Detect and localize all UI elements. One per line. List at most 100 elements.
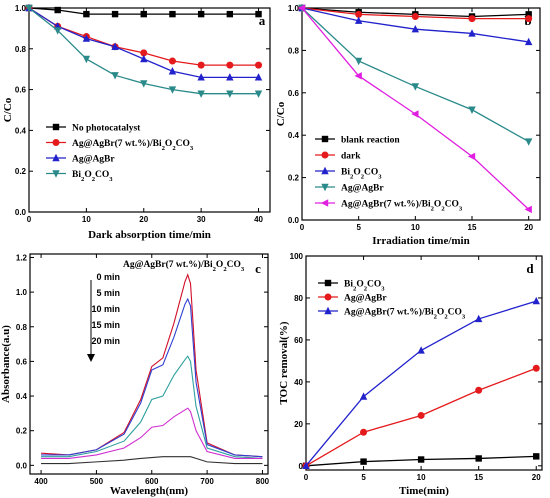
data-point bbox=[475, 386, 483, 394]
legend-marker bbox=[52, 123, 60, 131]
x-axis-label: Time(min) bbox=[399, 485, 449, 497]
y-tick-label: 1.0 bbox=[15, 4, 27, 13]
x-tick-label: 20 bbox=[532, 473, 541, 482]
y-tick-label: 1.2 bbox=[16, 253, 28, 262]
data-point bbox=[226, 90, 234, 98]
y-tick-label: 0.6 bbox=[16, 357, 28, 366]
data-point bbox=[417, 411, 425, 419]
series-line bbox=[41, 355, 263, 459]
data-point bbox=[525, 11, 532, 18]
series-line bbox=[41, 273, 263, 458]
data-point bbox=[168, 67, 177, 75]
y-tick-label: 60 bbox=[294, 336, 303, 345]
series-line bbox=[41, 407, 263, 459]
series-line bbox=[305, 300, 537, 467]
x-tick-label: 500 bbox=[90, 477, 104, 486]
data-point bbox=[532, 364, 540, 372]
legend-label: Ag@AgBr(7 wt.%)/Bi2O2CO3 bbox=[341, 199, 463, 213]
legend-marker bbox=[52, 170, 60, 178]
data-point bbox=[82, 34, 91, 42]
x-tick-label: 10 bbox=[411, 223, 420, 232]
x-tick-label: 15 bbox=[468, 223, 477, 232]
data-point bbox=[360, 428, 368, 436]
legend-marker bbox=[320, 199, 329, 207]
x-tick-label: 600 bbox=[145, 477, 159, 486]
panel-tag: c bbox=[255, 261, 261, 276]
x-tick-label: 5 bbox=[361, 473, 366, 482]
x-tick-label: 800 bbox=[256, 477, 270, 486]
data-point bbox=[411, 110, 419, 118]
data-point bbox=[226, 73, 234, 81]
legend-label: Bi2O2CO3 bbox=[341, 168, 382, 181]
legend-marker bbox=[52, 153, 60, 162]
legend-marker bbox=[321, 151, 329, 159]
legend-marker bbox=[324, 293, 332, 301]
time-annotation: 0 min bbox=[96, 272, 120, 282]
x-tick-label: 40 bbox=[254, 215, 263, 224]
x-tick-label: 0 bbox=[304, 473, 309, 482]
x-axis-label: Dark absorption time/min bbox=[88, 229, 211, 241]
time-annotation: 20 min bbox=[91, 336, 120, 346]
down-arrow-head bbox=[87, 354, 95, 362]
x-tick-label: 20 bbox=[139, 215, 148, 224]
data-point bbox=[468, 106, 476, 114]
y-axis-label: C/Co bbox=[2, 97, 14, 122]
legend-label: Ag@AgBr bbox=[341, 184, 384, 194]
y-tick-label: 0.2 bbox=[15, 167, 27, 176]
legend-marker bbox=[321, 135, 329, 143]
plot-frame bbox=[301, 7, 541, 221]
time-annotation: 10 min bbox=[91, 304, 120, 314]
y-tick-label: 1.0 bbox=[16, 288, 28, 297]
time-annotation: 15 min bbox=[91, 320, 120, 330]
y-tick-label: 20 bbox=[294, 420, 303, 429]
data-point bbox=[140, 10, 147, 18]
data-point bbox=[302, 461, 310, 470]
legend-marker bbox=[324, 306, 332, 315]
plot-frame bbox=[29, 253, 269, 475]
y-axis-label: TOC removal(%) bbox=[278, 321, 290, 404]
legend-label: Ag@AgBr bbox=[344, 294, 387, 304]
x-tick-label: 30 bbox=[197, 215, 206, 224]
data-point bbox=[533, 453, 540, 460]
legend-marker bbox=[324, 279, 332, 287]
plot-frame bbox=[28, 7, 271, 213]
data-point bbox=[354, 16, 363, 24]
y-tick-label: 1.0 bbox=[288, 4, 300, 13]
y-tick-label: 0.2 bbox=[16, 427, 28, 436]
data-point bbox=[111, 10, 119, 18]
legend-label: Ag@AgBr bbox=[72, 155, 115, 165]
plot-frame bbox=[305, 255, 543, 471]
data-point bbox=[411, 83, 420, 91]
spectra-title: Ag@AgBr(7 wt.%)/Bi2O2CO3 bbox=[123, 259, 245, 273]
panel-d: 0 5 10 15 20 0 20 40 60 80 100 Time(min) TOC removal… bbox=[278, 252, 543, 497]
data-point bbox=[524, 138, 533, 146]
data-point bbox=[411, 12, 419, 20]
data-point bbox=[226, 10, 234, 18]
y-tick-label: 0.8 bbox=[15, 45, 27, 54]
panel-b: 0 5 10 15 20 0.0 0.2 0.4 0.6 0.8 1.0 Irradiation ti… bbox=[275, 3, 541, 247]
data-point bbox=[53, 27, 62, 35]
data-point bbox=[255, 10, 262, 18]
data-point bbox=[467, 152, 476, 161]
legend-label: Ag@AgBr(7 wt.%)/Bi2O2CO3 bbox=[344, 307, 466, 321]
x-tick-label: 20 bbox=[524, 223, 533, 232]
data-point bbox=[411, 25, 420, 33]
legend-label: Bi2O2CO3 bbox=[72, 170, 113, 183]
data-point bbox=[254, 73, 263, 81]
data-point bbox=[355, 10, 363, 18]
data-point bbox=[168, 86, 177, 94]
data-point bbox=[354, 57, 363, 66]
data-point bbox=[140, 54, 148, 63]
series-line bbox=[301, 7, 530, 210]
data-point bbox=[359, 392, 368, 400]
data-point bbox=[468, 15, 476, 23]
y-tick-label: 40 bbox=[294, 378, 303, 387]
y-tick-label: 0.0 bbox=[15, 208, 27, 217]
data-point bbox=[25, 4, 33, 13]
x-tick-label: 400 bbox=[34, 477, 48, 486]
data-point bbox=[524, 37, 533, 46]
data-point bbox=[468, 29, 476, 37]
data-point bbox=[525, 15, 533, 23]
y-tick-label: 100 bbox=[290, 252, 304, 261]
y-tick-label: 0.6 bbox=[15, 86, 27, 95]
